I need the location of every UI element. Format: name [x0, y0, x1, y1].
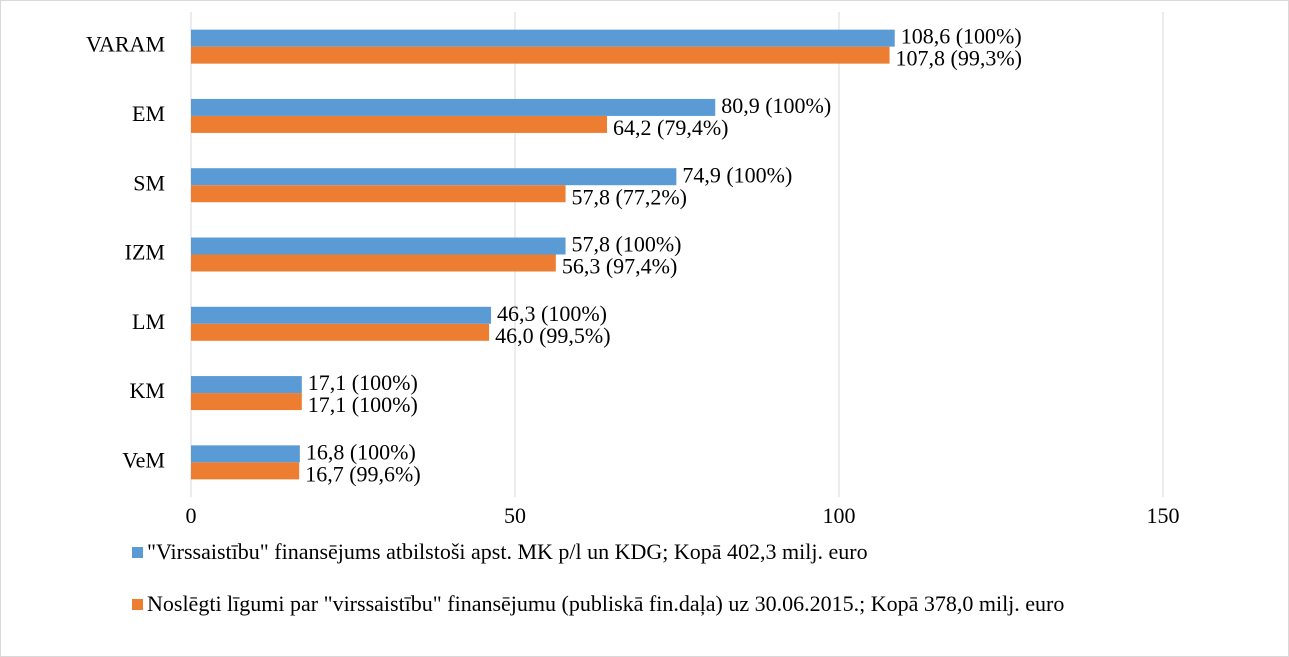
y-tick-label: LM — [132, 309, 165, 334]
y-tick-label: EM — [132, 101, 165, 126]
legend-entry: "Virssaistību" finansējums atbilstoši ap… — [132, 537, 1142, 567]
x-tick-label: 50 — [504, 503, 526, 528]
y-tick-label: SM — [133, 170, 165, 195]
bar — [191, 98, 716, 116]
value-label: 17,1 (100%) — [308, 392, 418, 417]
bar — [191, 237, 566, 255]
y-tick-label: IZM — [125, 240, 165, 265]
legend-label: Noslēgti līgumi par "virssaistību" finan… — [147, 591, 1065, 616]
bar — [191, 185, 566, 203]
bar — [191, 254, 556, 272]
value-label: 64,2 (79,4%) — [613, 115, 728, 140]
value-label: 46,3 (100%) — [497, 301, 607, 326]
bar — [191, 445, 300, 463]
value-label: 17,1 (100%) — [308, 370, 418, 395]
bar — [191, 115, 608, 133]
bar — [191, 168, 677, 186]
y-tick-label: VARAM — [86, 32, 165, 57]
bar — [191, 462, 300, 480]
bar — [191, 393, 302, 411]
bar — [191, 323, 490, 341]
legend-entry: Noslēgti līgumi par "virssaistību" finan… — [132, 589, 1142, 619]
legend-label: "Virssaistību" finansējums atbilstoši ap… — [147, 539, 868, 564]
legend-swatch — [132, 547, 143, 558]
bar — [191, 306, 492, 324]
value-label: 57,8 (77,2%) — [572, 184, 687, 209]
bar — [191, 46, 890, 64]
value-label: 56,3 (97,4%) — [562, 254, 677, 279]
bar — [191, 29, 895, 47]
y-tick-label: KM — [130, 378, 165, 403]
value-label: 107,8 (99,3%) — [896, 46, 1022, 71]
value-label: 74,9 (100%) — [682, 162, 792, 187]
legend-swatch — [132, 599, 143, 610]
value-label: 80,9 (100%) — [721, 93, 831, 118]
value-label: 16,7 (99,6%) — [305, 461, 420, 486]
value-label: 108,6 (100%) — [901, 24, 1022, 49]
x-tick-label: 0 — [186, 503, 197, 528]
y-tick-label: VeM — [122, 447, 165, 472]
value-label: 16,8 (100%) — [306, 439, 416, 464]
value-label: 46,0 (99,5%) — [495, 323, 610, 348]
bar — [191, 376, 302, 394]
x-tick-label: 100 — [823, 503, 856, 528]
value-label: 57,8 (100%) — [572, 232, 682, 257]
x-tick-label: 150 — [1147, 503, 1180, 528]
